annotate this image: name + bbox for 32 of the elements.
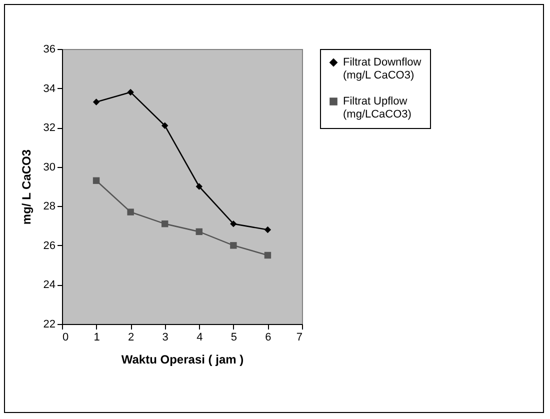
y-tick-label: 24 [43, 279, 56, 292]
y-tick-label: 30 [43, 161, 56, 174]
point [264, 226, 272, 234]
x-tick-label: 6 [265, 332, 272, 344]
y-tick-label: 28 [43, 200, 56, 213]
point [230, 220, 237, 228]
x-tick-label: 0 [62, 332, 69, 344]
legend-label: Filtrat Upflow (mg/LCaCO3) [343, 96, 412, 120]
point [92, 98, 100, 106]
x-tick-label: 1 [94, 332, 100, 344]
point [162, 220, 168, 228]
x-tick-label: 2 [128, 332, 134, 344]
y-tick-label: 34 [43, 82, 56, 95]
point [127, 208, 134, 216]
x-tick-label: 4 [196, 332, 203, 344]
legend-label: Filtrat Downflow (mg/L CaCO3) [343, 56, 422, 82]
x-tick-label: 7 [296, 332, 302, 344]
x-tick-label: 3 [162, 332, 168, 344]
point [127, 88, 134, 96]
point [264, 252, 272, 259]
point [230, 242, 237, 249]
y-tick-label: 36 [43, 44, 56, 56]
y-tick-label: 22 [43, 318, 56, 330]
point [196, 228, 202, 236]
y-axis-title: mg/ L CaCO3 [19, 149, 34, 225]
point [162, 122, 168, 129]
y-tick-label: 26 [43, 240, 56, 252]
x-tick-label: 5 [230, 332, 237, 344]
x-axis-title: Waktu Operasi ( jam ) [121, 352, 244, 366]
point [196, 183, 202, 190]
y-tick-label: 32 [43, 122, 56, 134]
point [92, 177, 100, 184]
